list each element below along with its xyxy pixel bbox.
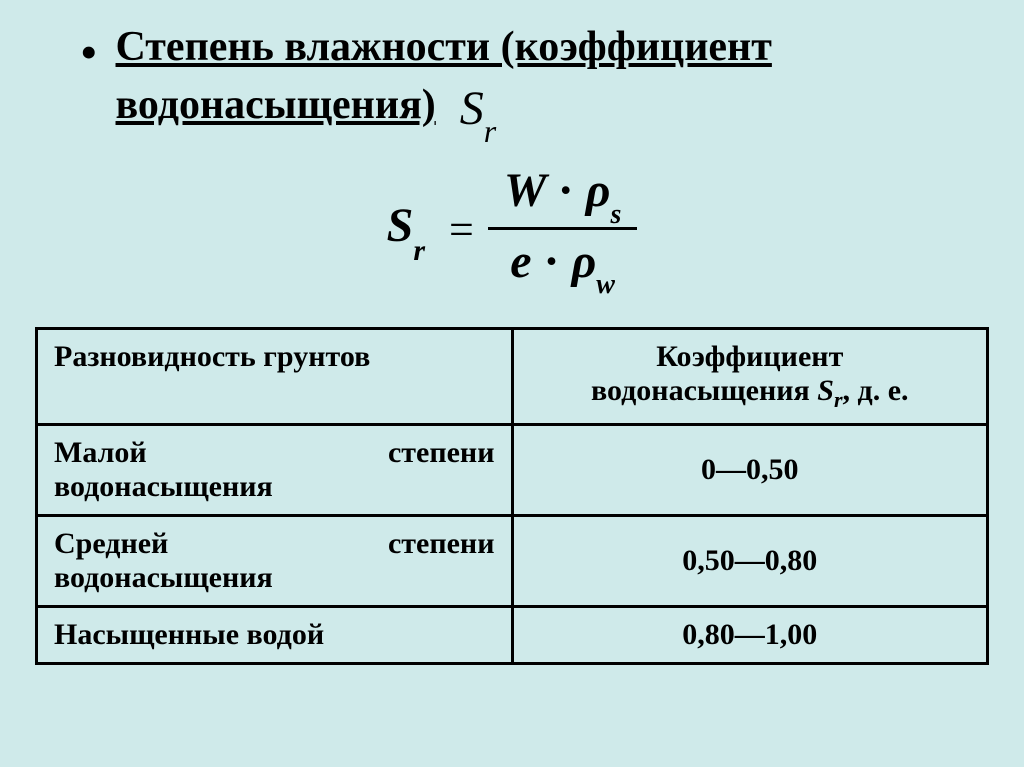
- soil-table: Разновидность грунтов Коэффициент водона…: [35, 327, 989, 665]
- title-block: • Степень влажности (коэффициент водонас…: [80, 20, 994, 136]
- table-row: Малой степени водонасыщения 0—0,50: [37, 425, 988, 516]
- table-row: Средней степени водонасыщения 0,50—0,80: [37, 516, 988, 607]
- den-rho: ρ: [572, 235, 597, 288]
- num-W: W: [504, 164, 546, 217]
- title-line2: водонасыщения): [116, 82, 436, 128]
- row1-label: Средней степени водонасыщения: [37, 516, 513, 607]
- den-w: w: [596, 269, 615, 300]
- header-col2-line1: Коэффициент: [656, 340, 843, 373]
- title-line1: Степень влажности (коэффициент: [116, 24, 772, 70]
- row0-w1: степени: [388, 436, 495, 470]
- header-sr-r: r: [834, 387, 843, 412]
- header-sr-S: S: [817, 374, 834, 407]
- den-dot: ·: [544, 235, 560, 288]
- header-col2-line2-pre: водонасыщения: [591, 374, 817, 407]
- num-rho: ρ: [586, 164, 611, 217]
- header-col2-unit: , д. е.: [843, 374, 909, 407]
- formula-fraction: W · ρs e · ρw: [488, 161, 637, 297]
- formula-lhs: Sr: [387, 198, 425, 260]
- sr-r: r: [484, 113, 496, 149]
- row2-label: Насыщенные водой: [37, 607, 513, 664]
- header-col2: Коэффициент водонасыщения Sr, д. е.: [512, 329, 988, 425]
- table-header-row: Разновидность грунтов Коэффициент водона…: [37, 329, 988, 425]
- sr-S: S: [460, 82, 484, 135]
- sr-symbol: Sr: [460, 82, 496, 135]
- row0-w0: Малой: [54, 436, 147, 470]
- formula-numerator: W · ρs: [488, 161, 637, 230]
- formula: Sr = W · ρs e · ρw: [262, 161, 762, 297]
- den-e: e: [510, 235, 531, 288]
- row2-value: 0,80—1,00: [512, 607, 988, 664]
- num-s: s: [610, 199, 621, 230]
- row0-label: Малой степени водонасыщения: [37, 425, 513, 516]
- row1-w2: водонасыщения: [54, 561, 495, 595]
- row0-value: 0—0,50: [512, 425, 988, 516]
- header-sr: Sr: [817, 374, 842, 407]
- formula-eq: =: [449, 204, 474, 255]
- bullet-icon: •: [80, 22, 98, 82]
- table-row: Насыщенные водой 0,80—1,00: [37, 607, 988, 664]
- slide-root: • Степень влажности (коэффициент водонас…: [0, 0, 1024, 767]
- title-text-wrap: Степень влажности (коэффициент водонасыщ…: [116, 20, 772, 136]
- row1-value: 0,50—0,80: [512, 516, 988, 607]
- header-col1: Разновидность грунтов: [37, 329, 513, 425]
- formula-lhs-S: S: [387, 199, 414, 252]
- row0-w2: водонасыщения: [54, 470, 495, 504]
- row1-w0: Средней: [54, 527, 168, 561]
- num-dot: ·: [558, 164, 574, 217]
- formula-lhs-r: r: [413, 234, 425, 267]
- row1-w1: степени: [388, 527, 495, 561]
- formula-denominator: e · ρw: [488, 230, 637, 298]
